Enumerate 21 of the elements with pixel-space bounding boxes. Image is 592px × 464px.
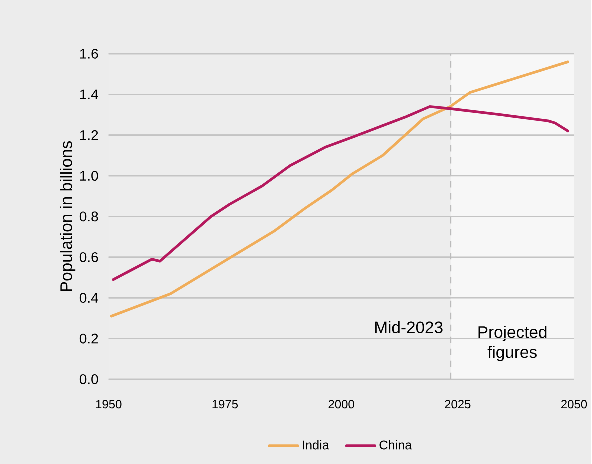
legend-label: India: [303, 440, 330, 450]
x-tick-label: 1950: [96, 400, 122, 408]
y-tick-label: 0.8: [80, 212, 98, 222]
y-tick-label: 0.6: [80, 252, 98, 262]
ref-line-label: Mid-2023: [376, 321, 443, 334]
y-axis-title: Population in billions: [60, 141, 76, 292]
y-tick-label: 0.0: [80, 374, 98, 384]
y-tick-label: 0.4: [80, 292, 98, 303]
y-tick-label: 1.4: [80, 90, 98, 100]
y-tick-label: 1.6: [80, 48, 98, 59]
x-tick-label: 2025: [445, 400, 471, 408]
x-tick-label: 2000: [328, 400, 354, 408]
x-tick-label: 2050: [562, 400, 588, 408]
x-tick-label: 1975: [212, 400, 238, 408]
line-series: [112, 105, 570, 281]
band-label: Projected figures: [478, 326, 547, 362]
line-series: [110, 60, 570, 318]
y-tick-label: 0.2: [80, 334, 98, 344]
y-tick-label: 1.0: [80, 170, 98, 181]
y-tick-label: 1.2: [80, 130, 98, 140]
legend-label: China: [380, 440, 412, 450]
